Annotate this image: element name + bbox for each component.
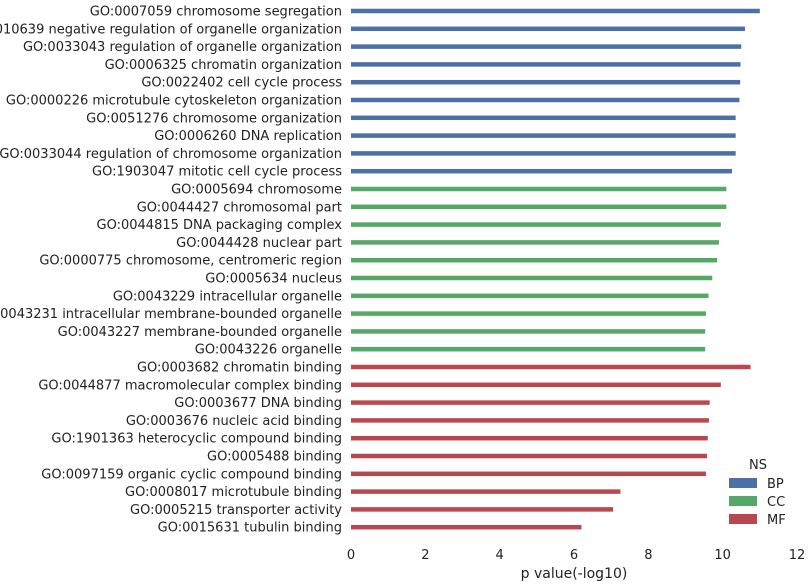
bar	[351, 8, 760, 14]
legend-label: CC	[767, 495, 785, 510]
category-label: GO:0003676 nucleic acid binding	[126, 414, 342, 429]
legend-title: NS	[749, 458, 767, 473]
x-tick-label: 12	[789, 548, 806, 563]
legend-label: MF	[767, 513, 786, 528]
bar	[351, 186, 727, 192]
bar	[351, 453, 708, 459]
legend-swatch	[729, 496, 757, 506]
category-label: GO:0043229 intracellular organelle	[113, 289, 342, 304]
bar	[351, 329, 706, 334]
bar	[351, 222, 721, 227]
bar	[351, 133, 736, 138]
category-label: GO:0097159 organic cyclic compound bindi…	[41, 467, 342, 482]
legend-swatch	[729, 478, 757, 488]
bar	[351, 418, 709, 423]
bar	[351, 26, 745, 32]
category-label: GO:0006325 chromatin organization	[105, 58, 342, 73]
bars-group	[351, 8, 760, 530]
bar	[351, 507, 614, 512]
bar	[351, 257, 718, 263]
bar	[351, 240, 719, 245]
category-label: GO:0005694 chromosome	[171, 183, 342, 198]
category-label: GO:0043227 membrane-bounded organelle	[58, 325, 342, 340]
bar	[351, 204, 727, 210]
category-label: GO:0000226 microtubule cytoskeleton orga…	[6, 94, 342, 109]
bar	[351, 293, 709, 299]
bar	[351, 151, 736, 156]
category-label: GO:0005488 binding	[207, 450, 342, 465]
category-label: GO:1901363 heterocyclic compound binding	[51, 432, 342, 447]
category-label: GO:0033043 regulation of organelle organ…	[23, 40, 342, 55]
x-axis-title: p value(-log10)	[521, 566, 628, 582]
bar	[351, 79, 741, 85]
x-tick-label: 8	[644, 548, 652, 563]
bar	[351, 489, 621, 494]
x-tick-label: 6	[570, 548, 578, 563]
legend-swatch	[729, 514, 757, 524]
category-label: GO:0022402 cell cycle process	[141, 76, 342, 91]
bar	[351, 346, 706, 352]
category-label: GO:0006260 DNA replication	[154, 129, 342, 144]
category-label: GO:0044427 chromosomal part	[137, 200, 342, 215]
bar	[351, 364, 751, 370]
category-label: GO:0003682 chromatin binding	[137, 361, 342, 376]
bar	[351, 382, 721, 388]
category-label: GO:0043231 intracellular membrane-bounde…	[0, 307, 342, 322]
bar	[351, 168, 732, 174]
x-tick-label: 4	[496, 548, 504, 563]
bar	[351, 524, 582, 530]
category-label: GO:0005634 nucleus	[205, 272, 342, 287]
category-label: GO:0010639 negative regulation of organe…	[0, 22, 342, 37]
x-tick-label: 2	[421, 548, 429, 563]
category-label: GO:1903047 mitotic cell cycle process	[92, 165, 342, 180]
bar	[351, 435, 708, 441]
category-label: GO:0008017 microtubule binding	[125, 485, 342, 500]
category-label: GO:0033044 regulation of chromosome orga…	[0, 147, 342, 162]
category-label: GO:0000775 chromosome, centromeric regio…	[39, 254, 342, 269]
bar	[351, 97, 740, 103]
bar	[351, 400, 710, 405]
legend-label: BP	[767, 477, 784, 492]
x-tick-label: 0	[347, 548, 355, 563]
category-label: GO:0044877 macromolecular complex bindin…	[38, 378, 342, 393]
bar	[351, 115, 736, 121]
category-label: GO:0007059 chromosome segregation	[90, 5, 342, 20]
category-label: GO:0051276 chromosome organization	[86, 111, 342, 126]
x-axis-ticks: 0 2 4 6 8 10 12	[347, 548, 805, 563]
category-label: GO:0015631 tubulin binding	[158, 521, 342, 536]
category-label: GO:0044815 DNA packaging complex	[97, 218, 343, 233]
bar	[351, 311, 706, 316]
category-labels: GO:0007059 chromosome segregation GO:0010…	[0, 5, 342, 536]
legend: NS BP CC MF	[729, 458, 786, 528]
category-label: GO:0044428 nuclear part	[176, 236, 342, 251]
category-label: GO:0003677 DNA binding	[174, 396, 342, 411]
bar	[351, 471, 706, 477]
bar	[351, 275, 713, 281]
bar	[351, 62, 741, 67]
category-label: GO:0043226 organelle	[195, 343, 342, 358]
bar	[351, 44, 742, 49]
x-tick-label: 10	[714, 548, 731, 563]
category-label: GO:0005215 transporter activity	[130, 503, 342, 518]
